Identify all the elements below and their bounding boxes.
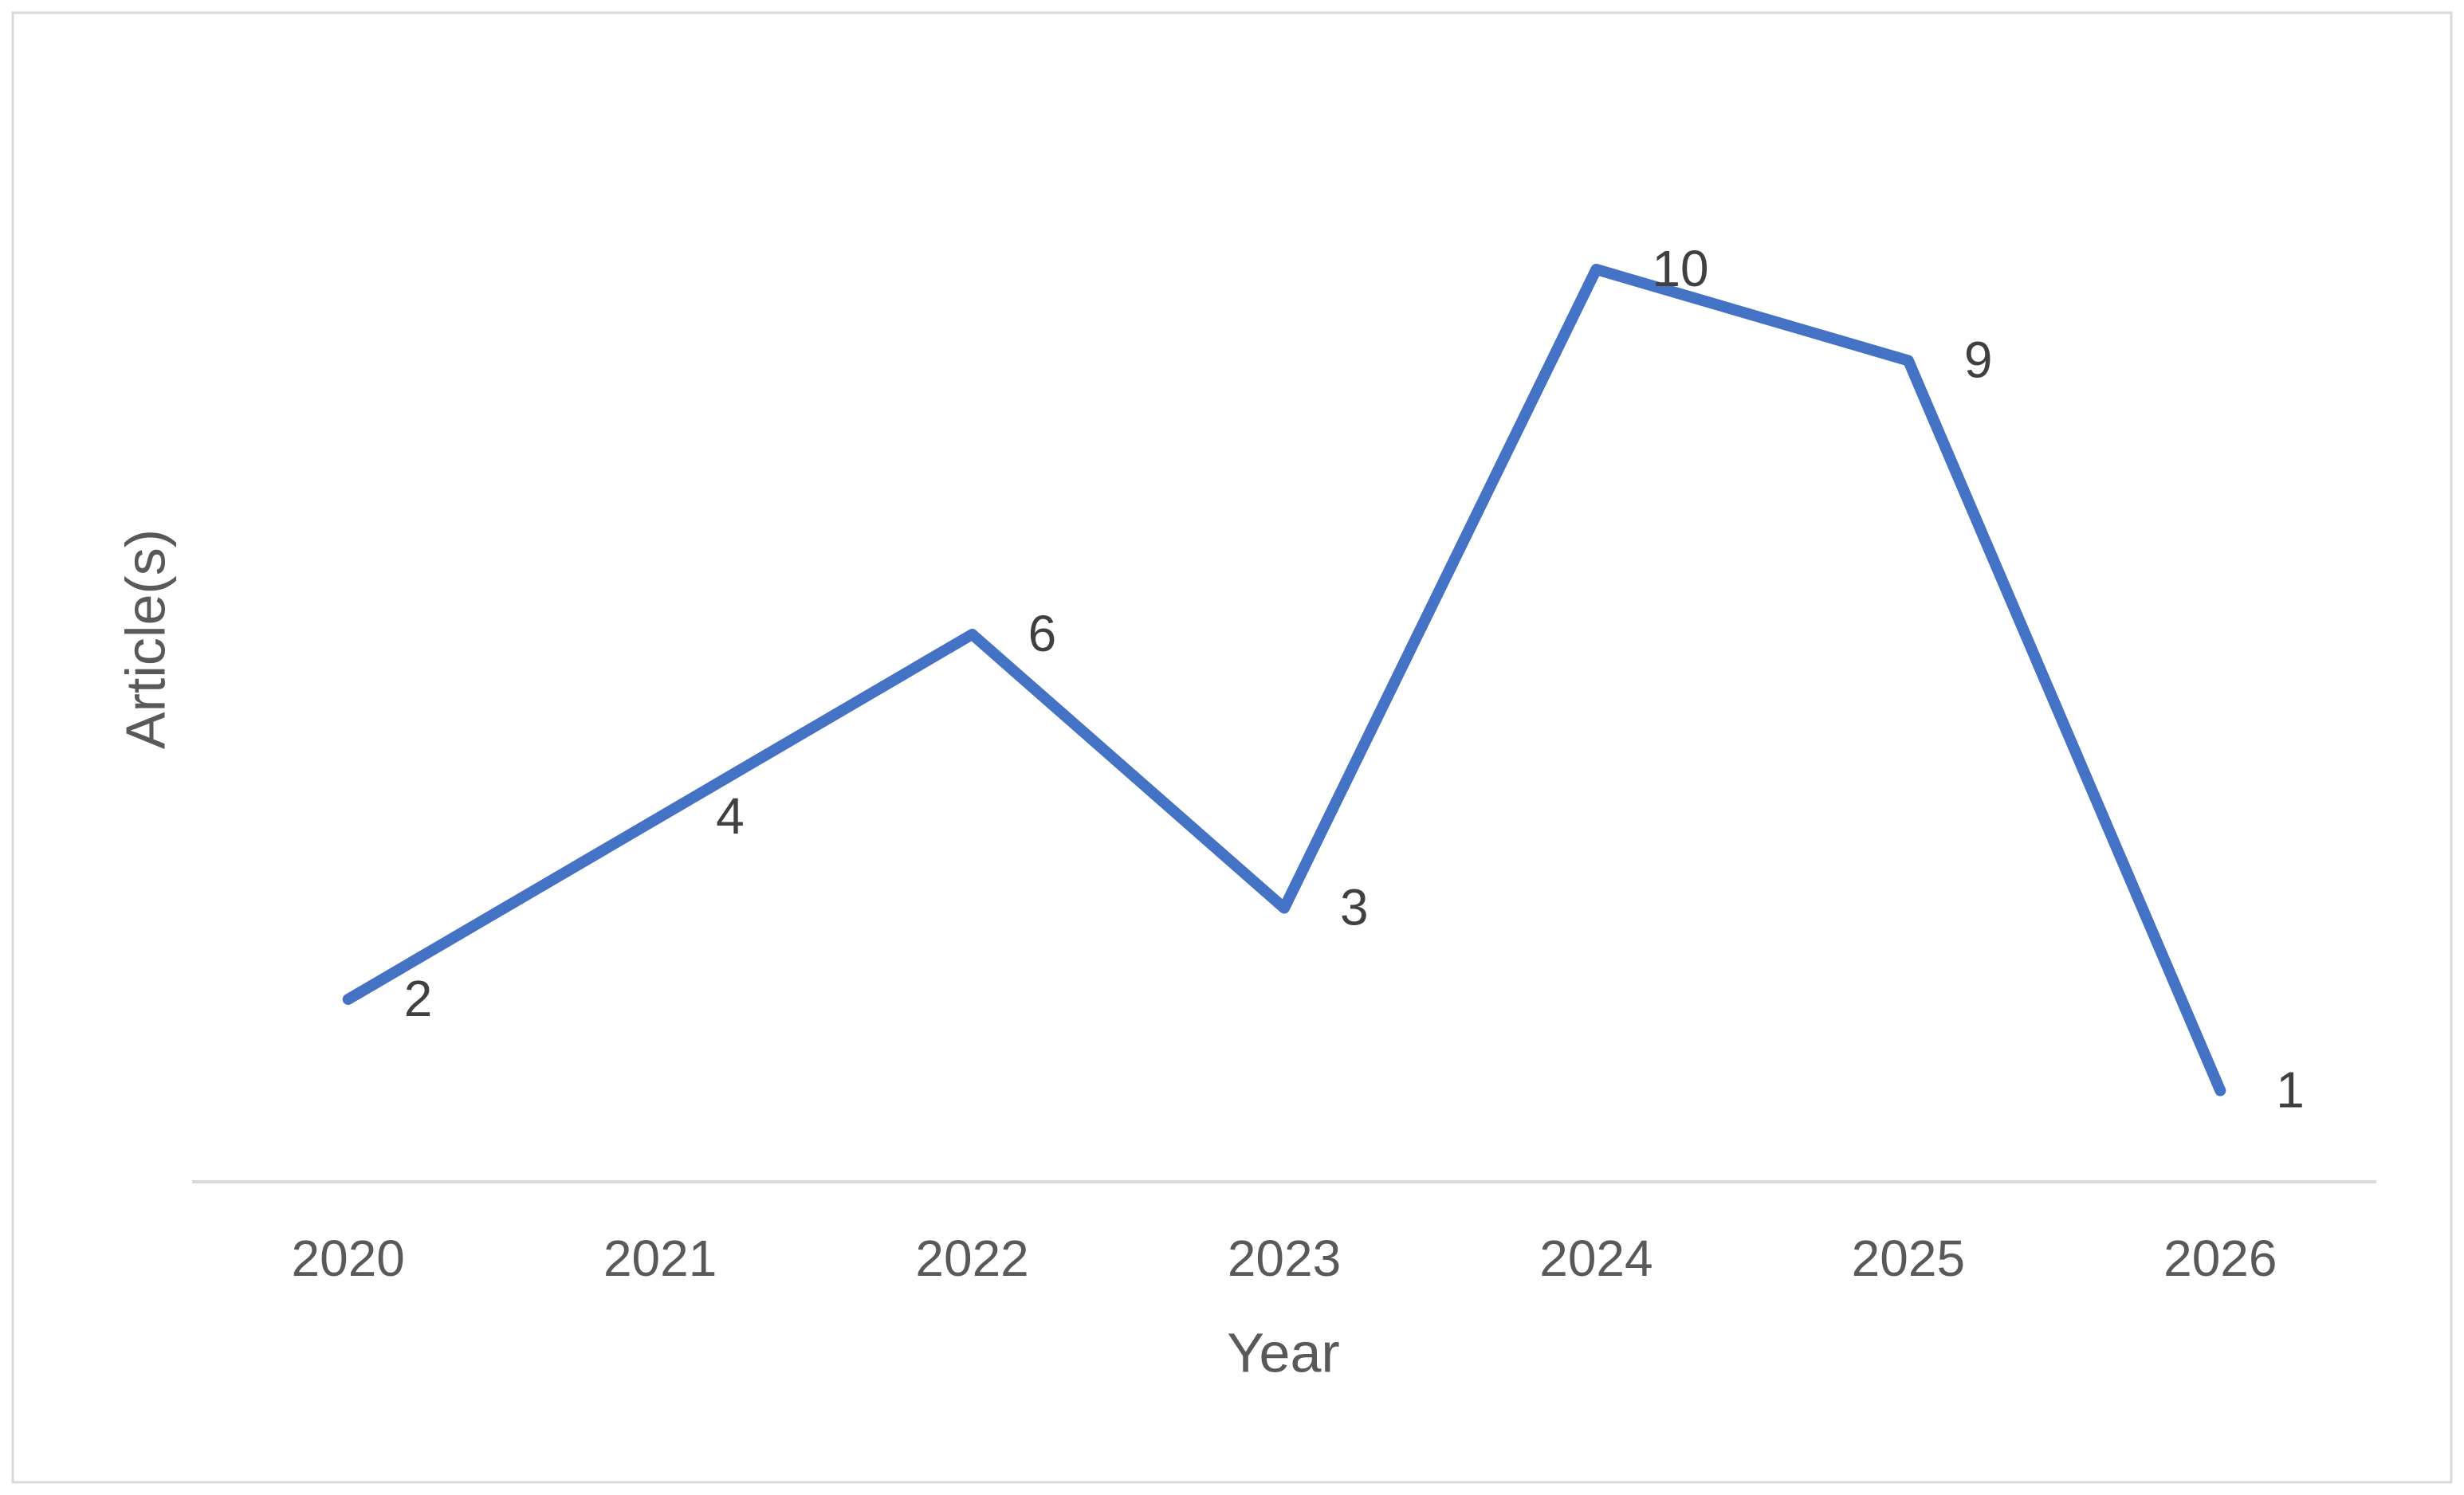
x-tick-label: 2025 [1852, 1230, 1965, 1287]
x-tick-label: 2020 [292, 1230, 405, 1287]
x-tick-label: 2021 [603, 1230, 717, 1287]
x-axis-title: Year [1227, 1321, 1339, 1383]
data-label: 3 [1340, 878, 1369, 936]
data-label: 9 [1964, 331, 1993, 388]
x-tick-label: 2023 [1228, 1230, 1341, 1287]
chart-border [11, 11, 2453, 1484]
x-tick-label: 2022 [915, 1230, 1028, 1287]
y-axis-title: Article(s) [114, 529, 176, 749]
data-label: 10 [1652, 240, 1708, 297]
data-label: 1 [2276, 1061, 2305, 1118]
data-label: 4 [716, 787, 745, 845]
x-tick-label: 2026 [2163, 1230, 2277, 1287]
data-label: 6 [1028, 605, 1057, 662]
data-label: 2 [404, 970, 433, 1027]
data-line [342, 264, 2226, 1097]
x-tick-label: 2024 [1539, 1230, 1652, 1287]
